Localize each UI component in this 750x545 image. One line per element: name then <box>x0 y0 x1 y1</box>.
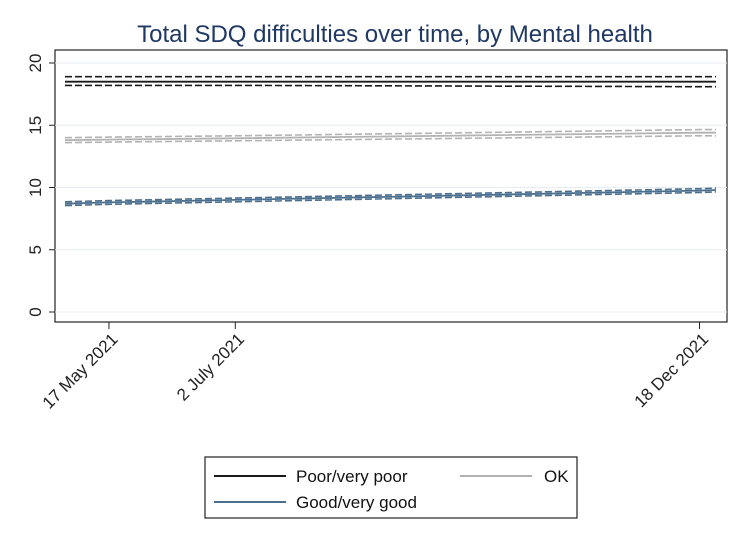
y-tick-label: 15 <box>26 116 45 135</box>
series-ci-upper <box>64 187 717 203</box>
y-tick-label: 5 <box>26 245 45 254</box>
x-tick-label: 17 May 2021 <box>39 330 122 413</box>
series-ci-upper <box>64 128 716 139</box>
series-ci-lower <box>64 191 717 207</box>
series-line <box>64 189 717 205</box>
legend-frame <box>204 456 578 519</box>
y-tick-label: 10 <box>26 178 45 197</box>
series-ok <box>64 128 716 144</box>
series-ci-lower <box>65 84 716 88</box>
series-ci-lower <box>64 135 716 144</box>
legend-label-ok: OK <box>544 467 569 486</box>
legend: Poor/very poor OK Good/very good <box>204 456 578 519</box>
legend-label-poor: Poor/very poor <box>296 467 408 486</box>
y-axis: 0 5 10 15 20 <box>26 54 55 317</box>
x-axis: 17 May 2021 2 July 2021 18 Dec 2021 <box>39 322 713 413</box>
series-good-very-good <box>64 187 717 207</box>
plot-frame <box>54 49 728 323</box>
y-tick-label: 0 <box>26 307 45 316</box>
gridlines <box>55 62 727 313</box>
series-poor-very-poor <box>65 75 716 88</box>
series-layer <box>64 75 717 207</box>
series-line <box>64 131 716 142</box>
chart-title: Total SDQ difficulties over time, by Men… <box>137 21 653 48</box>
x-tick-label: 2 July 2021 <box>173 330 248 405</box>
plot-area: 0 5 10 15 20 17 May 2021 2 July 2021 18 Dec 20… <box>26 49 728 413</box>
x-tick-label: 18 Dec 2021 <box>631 330 713 412</box>
legend-label-good: Good/very good <box>296 493 417 512</box>
y-tick-label: 20 <box>26 54 45 73</box>
